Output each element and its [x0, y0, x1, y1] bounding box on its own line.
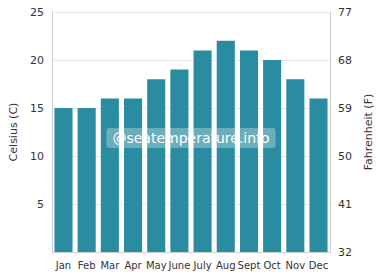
svg-text:Dec: Dec	[309, 260, 328, 271]
svg-text:25: 25	[30, 6, 44, 19]
svg-text:68: 68	[338, 54, 352, 67]
svg-text:20: 20	[30, 54, 44, 67]
svg-text:June: June	[168, 260, 191, 271]
svg-text:@seatemperature.info: @seatemperature.info	[112, 130, 269, 146]
svg-text:Mar: Mar	[100, 260, 120, 271]
svg-text:Jan: Jan	[55, 260, 71, 271]
svg-text:Nov: Nov	[286, 260, 306, 271]
svg-text:July: July	[193, 260, 212, 271]
svg-text:May: May	[146, 260, 167, 271]
svg-text:Celsius (C): Celsius (C)	[7, 103, 20, 162]
svg-text:Aug: Aug	[216, 260, 236, 271]
svg-text:Oct: Oct	[263, 260, 280, 271]
svg-text:77: 77	[338, 6, 352, 19]
svg-text:41: 41	[338, 198, 352, 211]
svg-text:15: 15	[30, 102, 44, 115]
svg-text:5: 5	[37, 198, 44, 211]
svg-text:59: 59	[338, 102, 352, 115]
svg-text:10: 10	[30, 150, 44, 163]
svg-text:50: 50	[338, 150, 352, 163]
svg-text:32: 32	[338, 246, 352, 259]
svg-text:Sept: Sept	[238, 260, 261, 271]
svg-text:Fahrenheit (F): Fahrenheit (F)	[362, 94, 375, 171]
svg-text:Apr: Apr	[124, 260, 142, 271]
svg-text:Feb: Feb	[78, 260, 96, 271]
